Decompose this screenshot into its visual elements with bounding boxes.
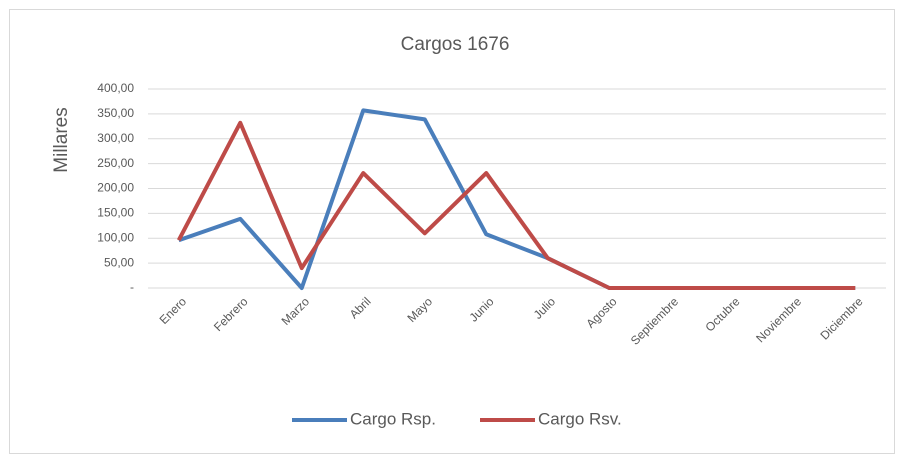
y-tick-label: 250,00 [97,156,134,170]
legend-label: Cargo Rsv. [538,409,622,428]
y-tick-label: 50,00 [104,255,134,269]
y-axis-label: Millares [51,107,72,172]
series-line [176,120,856,290]
y-tick-label: 300,00 [97,131,134,145]
y-tick-label: 150,00 [97,206,134,220]
y-tick-label: 400,00 [97,81,134,95]
y-tick-label: - [130,280,134,294]
y-tick-label: 200,00 [97,181,134,195]
y-tick-label: 100,00 [97,230,134,244]
legend-label: Cargo Rsp. [350,409,436,428]
chart-border [9,9,895,454]
y-tick-label: 350,00 [97,106,134,120]
chart-title: Cargos 1676 [401,34,510,55]
